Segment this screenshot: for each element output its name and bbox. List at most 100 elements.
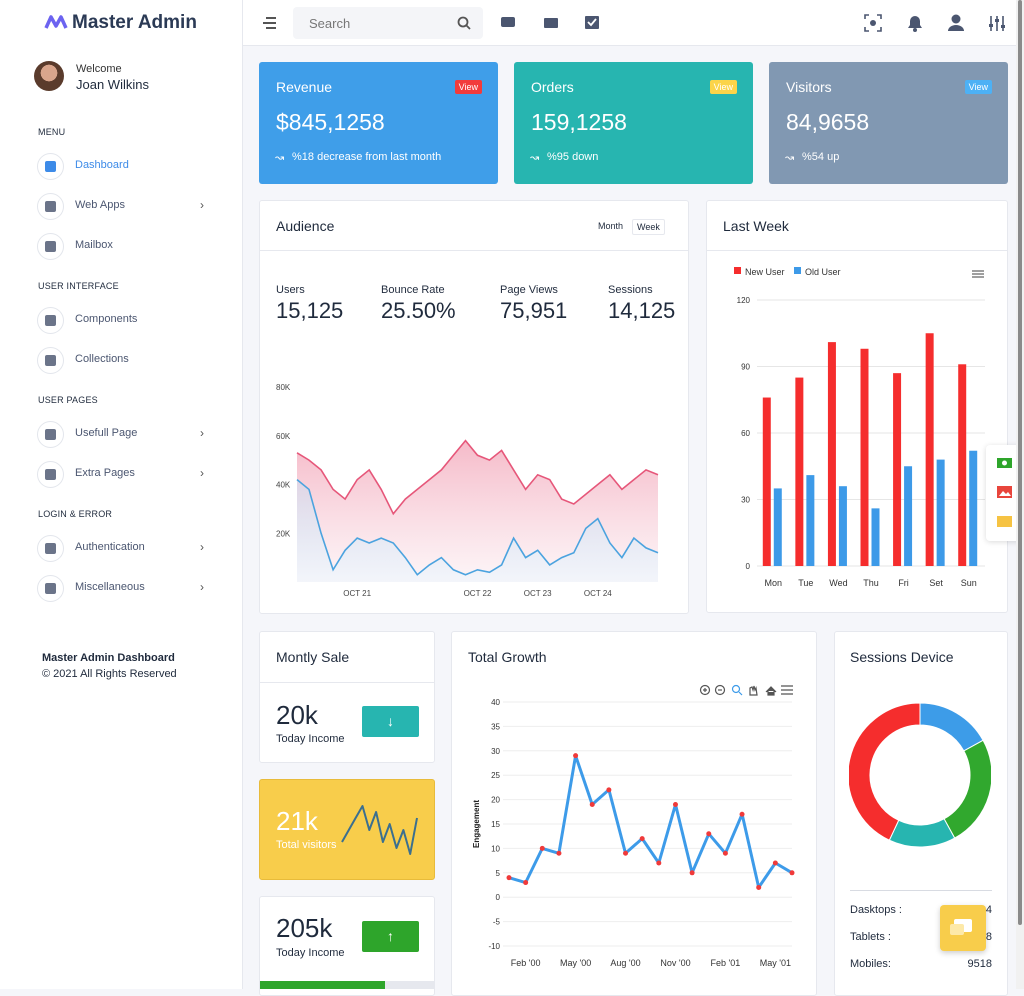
trend-icon: ↝: [275, 152, 285, 164]
chat-button[interactable]: [940, 905, 986, 951]
nav-label[interactable]: Miscellaneous: [75, 581, 145, 593]
nav-icon[interactable]: [37, 535, 64, 562]
metric-value: 75,951: [500, 298, 568, 323]
stat-badge[interactable]: View: [964, 80, 992, 94]
metric-label: Sessions: [608, 284, 653, 296]
nav-label[interactable]: Dashboard: [75, 159, 129, 171]
device-value: 8: [985, 931, 992, 943]
nav-label[interactable]: Web Apps: [75, 199, 125, 211]
visitors-caption: Total visitors: [276, 839, 337, 851]
nav-icon-glyph: [45, 469, 56, 480]
audience-card: Audience Month Week Users 15,125 Bounce Rate…: [259, 200, 689, 614]
nav-label[interactable]: Components: [75, 313, 138, 325]
user-greeting: Welcome: [76, 63, 122, 75]
down-button[interactable]: ↓: [362, 706, 419, 737]
nav-icon[interactable]: [37, 233, 64, 260]
divider: [850, 890, 992, 891]
nav-icon[interactable]: [37, 193, 64, 220]
menu-toggle[interactable]: [262, 16, 278, 30]
nav-label[interactable]: Mailbox: [75, 239, 113, 251]
divider: [707, 250, 1007, 251]
nav-icon-glyph: [45, 241, 56, 252]
device-label: Mobiles:: [850, 958, 891, 970]
tab[interactable]: Week: [632, 219, 665, 235]
sale-value: 20k: [276, 700, 318, 730]
header-icons[interactable]: [500, 15, 600, 31]
card-title: Total Growth: [468, 649, 547, 665]
visitors-value: 21k: [276, 806, 318, 836]
submenu-arrow: ›: [200, 580, 204, 594]
nav-icon[interactable]: [37, 461, 64, 488]
search-box[interactable]: Search: [293, 7, 483, 39]
nav-icon[interactable]: [37, 347, 64, 374]
stat-badge[interactable]: View: [709, 80, 737, 94]
income-caption: Today Income: [276, 947, 345, 959]
topbar: Search: [243, 0, 1024, 46]
stat-value: 159,1258: [531, 109, 627, 135]
stat-note: %95 down: [547, 151, 599, 163]
divider: [260, 682, 434, 683]
nav-icon[interactable]: [37, 575, 64, 602]
scrollbar-thumb[interactable]: [1018, 0, 1022, 925]
footer-copyright: © 2021 All Rights Reserved: [42, 668, 177, 680]
metric-value: 15,125: [276, 298, 344, 323]
device-label: Tablets :: [850, 931, 891, 943]
search-placeholder: Search: [309, 16, 351, 31]
section-title: LOGIN & ERROR: [38, 509, 113, 519]
progress-bar: [260, 981, 386, 989]
visitors-card: 21k Total visitors: [259, 779, 435, 880]
stat-value: $845,1258: [276, 109, 385, 135]
up-button[interactable]: ↑: [362, 921, 419, 952]
metric-label: Bounce Rate: [381, 284, 445, 296]
stat-title: Revenue: [276, 79, 333, 95]
avatar[interactable]: [34, 61, 64, 91]
nav-icon-glyph: [45, 583, 56, 594]
card-title: Montly Sale: [276, 649, 350, 665]
device-label: Dasktops :: [850, 904, 902, 916]
card-title: Sessions Device: [850, 649, 954, 665]
nav-label[interactable]: Collections: [75, 353, 129, 365]
sidebar: Master Admin Welcome Joan Wilkins Master…: [0, 0, 243, 989]
section-title: USER PAGES: [38, 395, 98, 405]
monthly-sale-card: Montly Sale 20k Today Income ↓: [259, 631, 435, 763]
stat-badge[interactable]: View: [454, 80, 482, 94]
metric-label: Users: [276, 284, 305, 296]
last-week-card: Last Week: [706, 200, 1008, 613]
submenu-arrow: ›: [200, 540, 204, 554]
nav-icon-glyph: [45, 315, 56, 326]
sale-caption: Today Income: [276, 733, 345, 745]
header-actions[interactable]: [863, 13, 1013, 33]
stat-note: %18 decrease from last month: [292, 151, 442, 163]
divider: [260, 250, 688, 251]
tab[interactable]: Month: [598, 221, 624, 231]
metric-value: 14,125: [608, 298, 676, 323]
stat-value: 84,9658: [786, 109, 870, 135]
search-icon[interactable]: [457, 16, 471, 30]
device-value: 9518: [967, 958, 992, 970]
nav-icon[interactable]: [37, 153, 64, 180]
progress-track: [260, 981, 434, 989]
section-title: MENU: [38, 127, 66, 137]
stat-title: Orders: [531, 79, 574, 95]
panel-icons[interactable]: [986, 445, 1024, 541]
nav-label[interactable]: Authentication: [75, 541, 145, 553]
metric-label: Page Views: [500, 284, 558, 296]
metric-value: 25.50%: [381, 298, 456, 323]
nav-icon-glyph: [45, 543, 56, 554]
nav-label[interactable]: Usefull Page: [75, 427, 138, 439]
nav-label[interactable]: Extra Pages: [75, 467, 135, 479]
nav-icon-glyph: [45, 161, 56, 172]
scrollbar-track[interactable]: [1016, 0, 1024, 989]
nav-icon[interactable]: [37, 421, 64, 448]
submenu-arrow: ›: [200, 198, 204, 212]
card-title: Audience: [276, 218, 335, 234]
chat-icon: [950, 919, 972, 935]
nav-icon[interactable]: [37, 307, 64, 334]
nav-icon-glyph: [45, 355, 56, 366]
trend-icon: ↝: [785, 152, 795, 164]
brand-name[interactable]: Master Admin: [72, 12, 197, 33]
device-value: 4: [985, 904, 992, 916]
trend-icon: ↝: [530, 152, 540, 164]
